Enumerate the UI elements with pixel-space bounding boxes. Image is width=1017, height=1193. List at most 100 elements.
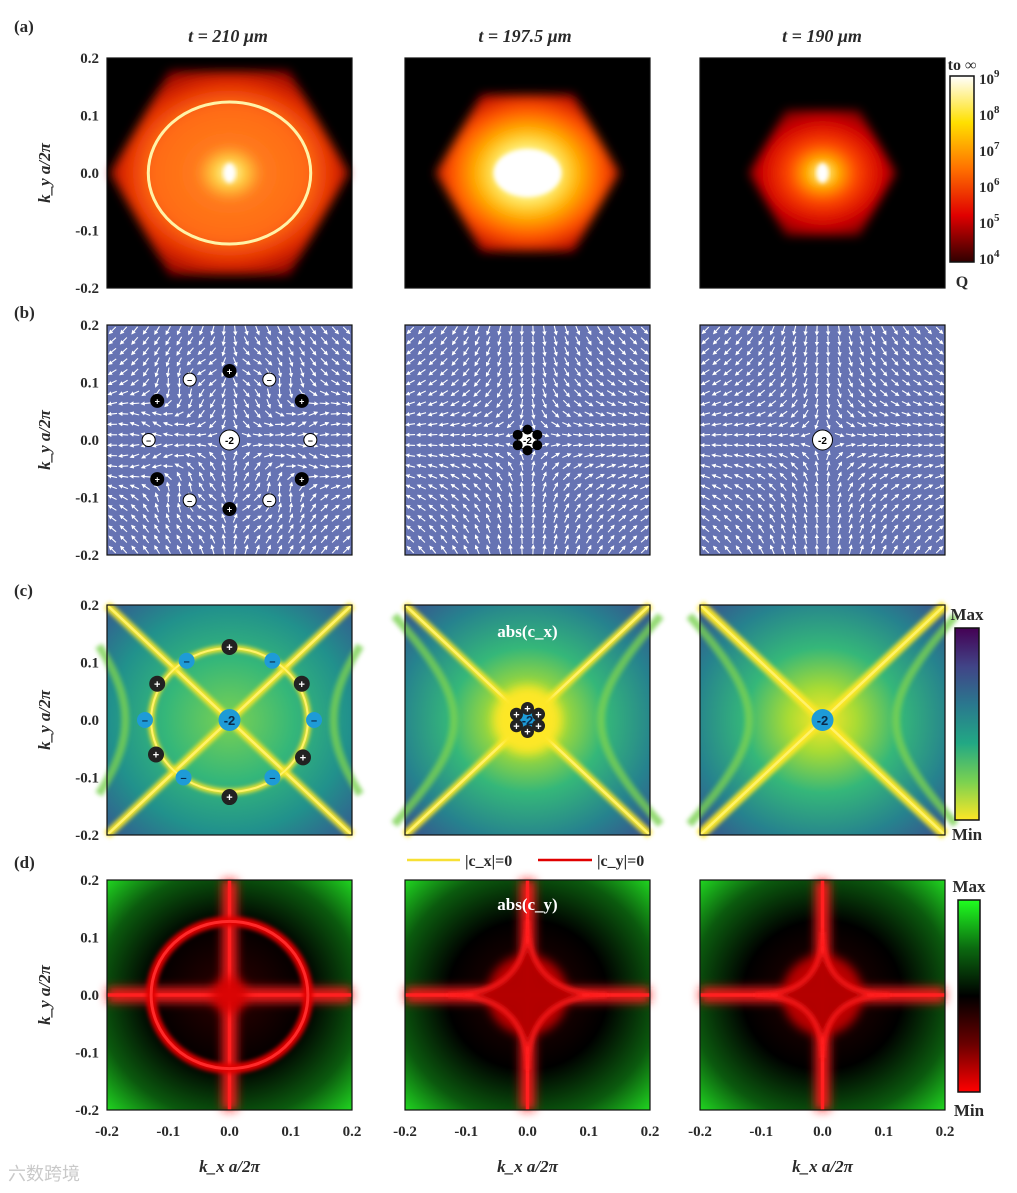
polarization-arrow [553, 523, 558, 534]
polarization-arrow [405, 401, 416, 406]
polarization-arrow [639, 401, 650, 406]
polarization-arrow [154, 492, 160, 502]
polarization-arrow [438, 453, 449, 458]
polarization-arrow [595, 422, 606, 427]
polarization-arrow [461, 463, 471, 469]
polarization-arrow [486, 544, 491, 555]
polarization-arrow [562, 399, 571, 408]
x-tick-label: -0.2 [95, 1124, 119, 1140]
polarization-arrow [265, 347, 273, 356]
polarization-arrow [438, 401, 449, 406]
polarization-arrow [176, 502, 182, 513]
polarization-arrow [573, 473, 583, 480]
polarization-arrow [519, 491, 525, 503]
polarization-arrow [221, 492, 227, 502]
polarization-arrow [342, 337, 351, 345]
polarization-arrow [319, 432, 330, 437]
polarization-arrow [188, 471, 193, 481]
polarization-arrow [406, 326, 415, 335]
polarization-arrow [140, 463, 151, 469]
polarization-arrow [507, 409, 514, 419]
x-tick-label: -0.1 [749, 1124, 773, 1140]
polarization-arrow [331, 525, 340, 533]
polarization-arrow [154, 502, 160, 513]
polarization-arrow [574, 357, 581, 367]
polarization-arrow [629, 326, 638, 335]
polarization-arrow [154, 544, 160, 554]
polarization-arrow [254, 409, 261, 419]
y-tick-label: -0.2 [75, 548, 99, 564]
polarization-arrow [440, 358, 448, 366]
polarization-arrow [585, 524, 592, 533]
polarization-arrow [208, 514, 217, 522]
polarization-arrow [486, 336, 491, 346]
polarization-arrow [483, 410, 493, 418]
polarization-arrow [438, 463, 449, 469]
polarization-panel: -2 [699, 324, 946, 556]
polarization-arrow [119, 525, 128, 533]
polarization-arrow [130, 504, 139, 512]
polarization-arrow [264, 462, 273, 470]
polarization-arrow [129, 464, 140, 469]
polarization-arrow [154, 326, 160, 336]
polarization-arrow [209, 461, 216, 471]
polarization-arrow [199, 399, 205, 409]
polarization-arrow [825, 502, 831, 513]
polarization-arrow [531, 481, 536, 492]
polarization-arrow [450, 493, 459, 501]
cx-panel: -2 [686, 601, 959, 839]
polarization-arrow [165, 357, 171, 367]
polarization-arrow [564, 523, 569, 534]
polarization-arrow [320, 379, 329, 386]
polarization-arrow [439, 390, 449, 396]
polarization-arrow [232, 378, 238, 388]
polarization-arrow [320, 336, 328, 345]
polarization-arrow [320, 545, 328, 554]
topological-charge-marker [141, 433, 156, 447]
polarization-arrow [275, 432, 286, 437]
cx-panel: abs(c_x)-2+++ ++ + [391, 602, 664, 838]
polarization-arrow [585, 513, 593, 523]
polarization-arrow [255, 325, 260, 336]
polarization-arrow [107, 484, 117, 490]
topological-charge-label: + [155, 396, 160, 406]
polarization-arrow [242, 358, 251, 366]
topological-charge-marker [182, 372, 197, 387]
polarization-arrow [416, 412, 427, 417]
polarization-arrow [309, 524, 317, 533]
polarization-arrow [141, 483, 151, 491]
polarization-arrow [417, 369, 426, 376]
polarization-arrow [597, 326, 603, 335]
polarization-arrow [197, 347, 206, 355]
polarization-arrow [595, 453, 606, 458]
y-tick-label: 0.0 [80, 713, 99, 729]
polarization-arrow [575, 346, 581, 357]
polarization-arrow [595, 411, 606, 417]
polarization-arrow [427, 453, 438, 458]
polarization-arrow [107, 390, 117, 396]
polarization-arrow [564, 513, 569, 523]
polarization-arrow [519, 377, 525, 389]
polarization-arrow [596, 379, 605, 387]
polarization-arrow [461, 473, 471, 480]
polarization-arrow [486, 513, 491, 523]
polarization-arrow [825, 346, 831, 357]
topological-charge-marker [219, 429, 240, 451]
cx-charge-label: – [181, 773, 187, 785]
polarization-arrow [607, 524, 615, 533]
polarization-arrow [585, 368, 593, 377]
polarization-arrow [472, 463, 482, 469]
polarization-arrow [428, 368, 437, 376]
polarization-arrow [825, 523, 831, 534]
polarization-arrow [618, 494, 627, 501]
polarization-arrow [154, 524, 160, 533]
polarization-arrow [244, 544, 249, 555]
polarization-arrow [485, 492, 492, 502]
polarization-arrow [553, 544, 558, 555]
polarization-arrow [331, 347, 340, 355]
polarization-arrow [463, 336, 469, 346]
panel-label-c: (c) [14, 581, 33, 600]
polarization-arrow [618, 524, 627, 533]
polarization-arrow [573, 400, 583, 407]
polarization-arrow [438, 411, 449, 417]
